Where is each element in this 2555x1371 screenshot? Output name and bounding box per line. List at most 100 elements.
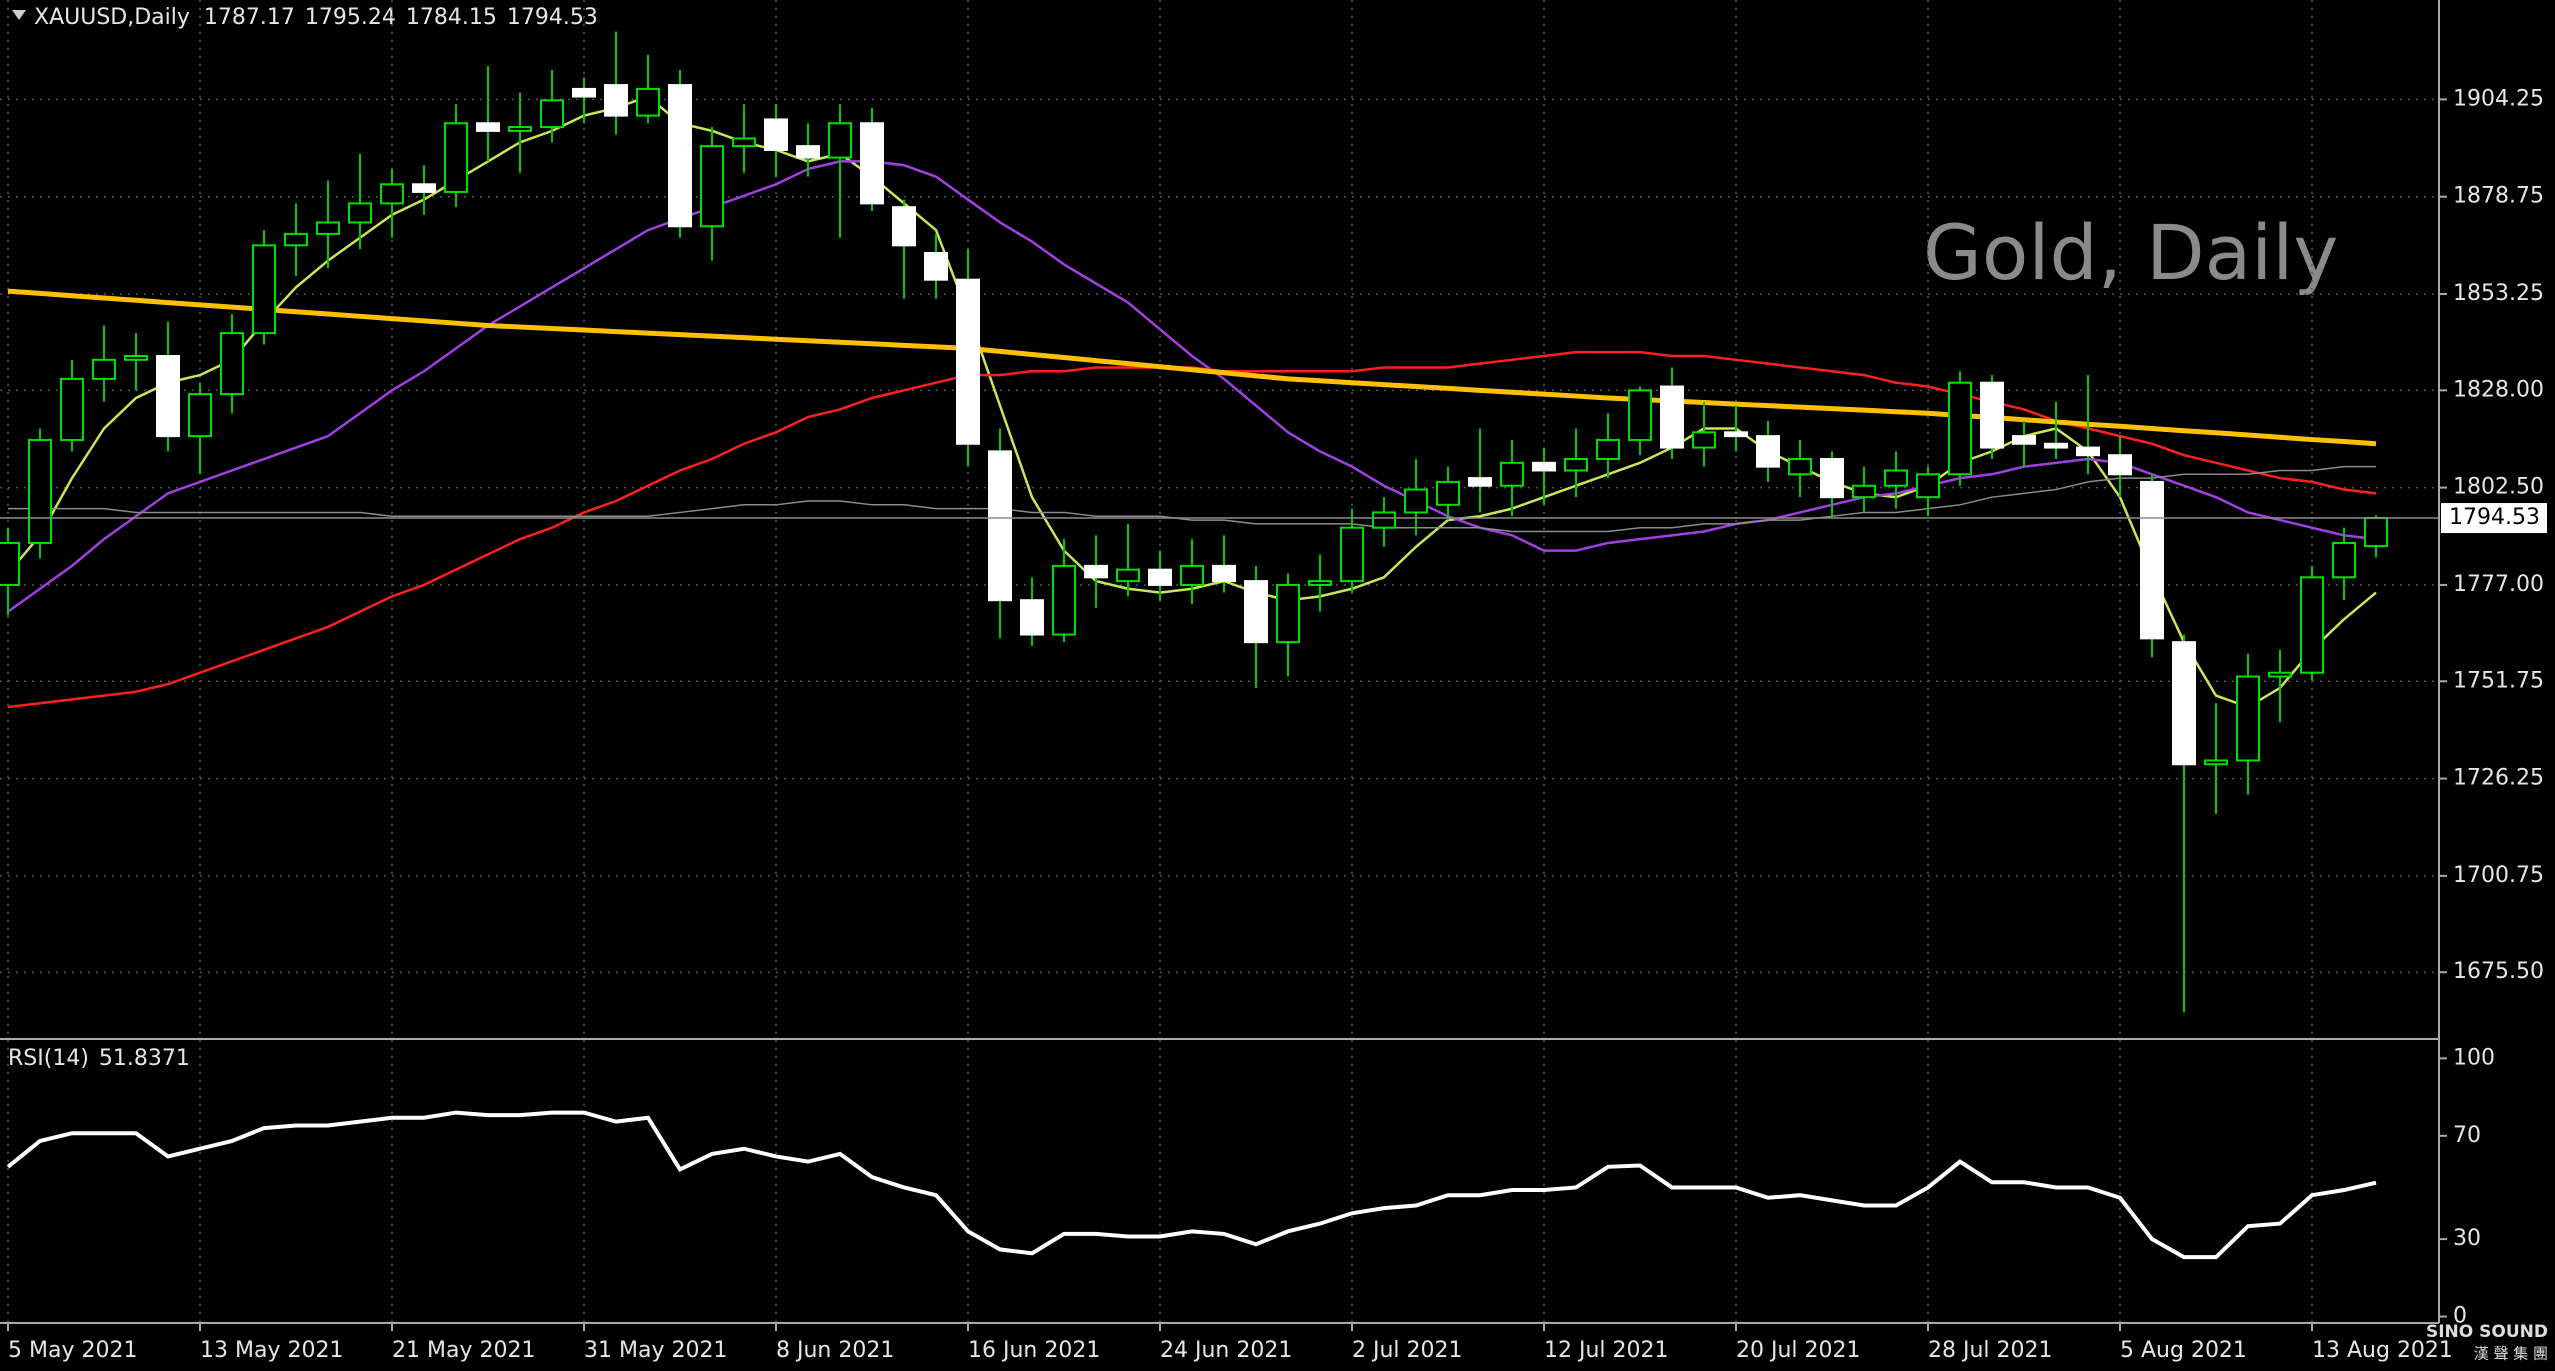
candle-body xyxy=(188,393,212,438)
x-tick-label: 24 Jun 2021 xyxy=(1160,1338,1292,1363)
candle-body xyxy=(1564,458,1588,472)
y-tick-label: 1904.25 xyxy=(2453,86,2544,111)
candle-body xyxy=(92,358,116,380)
moving-average-line xyxy=(8,465,2376,533)
y-tick-label: 1878.75 xyxy=(2453,184,2544,209)
candle-body xyxy=(956,278,980,445)
candle-body xyxy=(508,126,532,132)
candle-body xyxy=(2172,641,2196,766)
y-tick-label: 70 xyxy=(2453,1123,2481,1148)
candle-body xyxy=(1628,389,1652,441)
candle-body xyxy=(988,450,1012,602)
x-tick-label: 28 Jul 2021 xyxy=(1928,1338,2053,1363)
candle-body xyxy=(1980,381,2004,449)
current-price-box xyxy=(2441,503,2547,534)
candle-body xyxy=(1948,381,1972,476)
candle-body xyxy=(1020,599,1044,636)
candle-body xyxy=(412,183,436,193)
candle-body xyxy=(2012,435,2036,445)
candle-body xyxy=(316,221,340,235)
candle-body xyxy=(28,438,52,544)
high-value: 1795.24 xyxy=(305,5,396,30)
candle-body xyxy=(604,84,628,117)
candle-body xyxy=(476,122,500,132)
candle-body xyxy=(1788,458,1812,476)
y-tick-label: 1700.75 xyxy=(2453,863,2544,888)
candle-body xyxy=(1084,564,1108,579)
candle-body xyxy=(540,99,564,129)
candle-body xyxy=(2108,454,2132,476)
candle-body xyxy=(1212,564,1236,583)
y-tick-label: 100 xyxy=(2453,1045,2495,1070)
x-tick-label: 5 Aug 2021 xyxy=(2120,1338,2247,1363)
candle-body xyxy=(1756,435,1780,468)
candle-body xyxy=(2236,675,2260,762)
candle-body xyxy=(252,244,276,335)
candle-body xyxy=(2044,442,2068,449)
symbol-menu-icon[interactable] xyxy=(12,10,26,20)
candle-body xyxy=(796,145,820,159)
candle-body xyxy=(1180,564,1204,586)
candle-body xyxy=(124,354,148,361)
candle-body xyxy=(2268,671,2292,678)
candle-body xyxy=(1148,568,1172,586)
candle-body xyxy=(892,206,916,247)
candle-body xyxy=(1276,583,1300,644)
chart-annotation: Gold, Daily xyxy=(1923,208,2338,297)
candle-body xyxy=(284,232,308,247)
candle-body xyxy=(1436,480,1460,506)
candle-body xyxy=(348,202,372,224)
candle-body xyxy=(1404,488,1428,514)
logo-subtext: 漢 聲 集 團 xyxy=(2474,1345,2548,1363)
current-price-label: 1794.53 xyxy=(2449,505,2540,530)
symbol-title: XAUUSD,Daily xyxy=(34,5,190,30)
candle-body xyxy=(1532,461,1556,472)
candle-body xyxy=(444,122,468,193)
rsi-value: 51.8371 xyxy=(99,1046,190,1071)
candle-body xyxy=(1820,458,1844,499)
x-tick-label: 21 May 2021 xyxy=(392,1338,535,1363)
close-value: 1794.53 xyxy=(507,5,598,30)
candle-body xyxy=(636,87,660,117)
x-tick-label: 31 May 2021 xyxy=(584,1338,727,1363)
candle-body xyxy=(2076,446,2100,457)
rsi-line xyxy=(6,1110,2377,1260)
x-tick-label: 16 Jun 2021 xyxy=(968,1338,1100,1363)
candle-body xyxy=(1468,477,1492,487)
candle-body xyxy=(828,122,852,159)
candle-body xyxy=(668,84,692,228)
candle-body xyxy=(2300,576,2324,674)
y-tick-label: 1751.75 xyxy=(2453,668,2544,693)
candle-body xyxy=(1692,431,1716,449)
candle-body xyxy=(1244,580,1268,644)
candle-body xyxy=(924,251,948,281)
candle-body xyxy=(700,145,724,228)
candle-body xyxy=(1660,385,1684,449)
y-tick-label: 30 xyxy=(2453,1226,2481,1251)
candle-body xyxy=(220,332,244,396)
x-tick-label: 13 Aug 2021 xyxy=(2312,1338,2453,1363)
y-tick-label: 1726.25 xyxy=(2453,766,2544,791)
x-tick-label: 20 Jul 2021 xyxy=(1736,1338,1861,1363)
candle-body xyxy=(1116,568,1140,583)
x-tick-label: 12 Jul 2021 xyxy=(1544,1338,1669,1363)
candle-body xyxy=(1724,431,1748,438)
y-tick-label: 1675.50 xyxy=(2453,959,2544,984)
y-tick-label: 0 xyxy=(2453,1304,2467,1329)
candle-body xyxy=(572,87,596,98)
y-tick-label: 1777.00 xyxy=(2453,572,2544,597)
candle-body xyxy=(732,137,756,148)
x-tick-label: 8 Jun 2021 xyxy=(776,1338,894,1363)
logo-text: SINO SOUND xyxy=(2426,1322,2548,1342)
open-value: 1787.17 xyxy=(204,5,295,30)
rsi-header: RSI(14) 51.8371 xyxy=(8,1046,190,1071)
candle-body xyxy=(1916,473,1940,499)
y-tick-label: 1802.50 xyxy=(2453,475,2544,500)
candle-body xyxy=(2332,541,2356,579)
candle-body xyxy=(1852,484,1876,499)
candle-body xyxy=(2140,480,2164,640)
candle-body xyxy=(2204,759,2228,766)
